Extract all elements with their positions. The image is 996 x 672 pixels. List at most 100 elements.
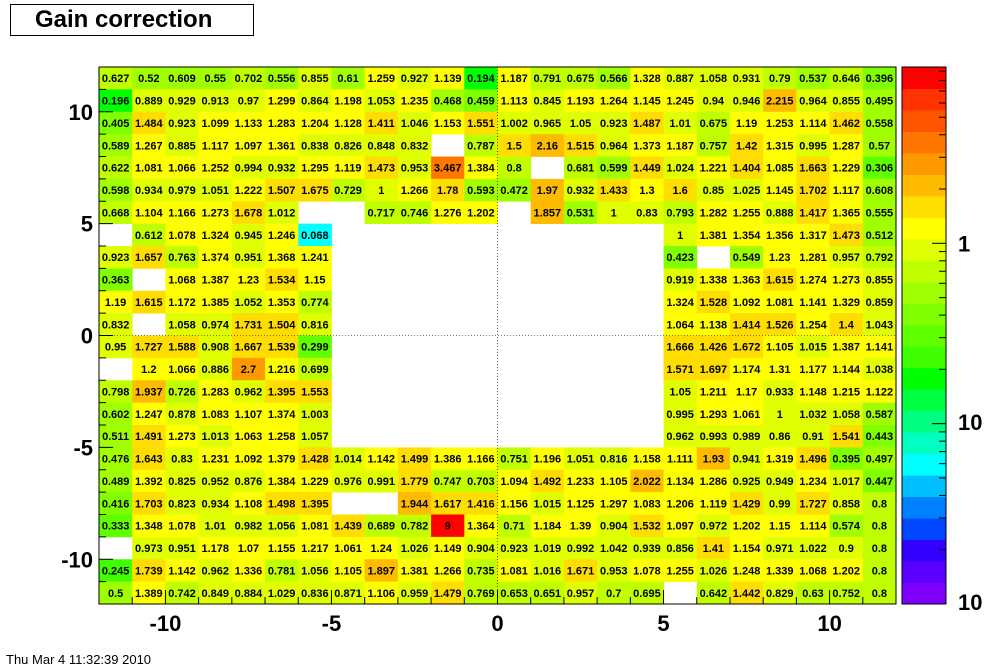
heatmap-cell bbox=[397, 89, 432, 113]
cell-value-label: 0.934 bbox=[201, 498, 229, 510]
cell-value-label: 0.443 bbox=[866, 431, 894, 443]
heatmap-cell bbox=[265, 111, 299, 135]
heatmap-cell bbox=[696, 89, 731, 113]
heatmap-cell bbox=[265, 380, 299, 404]
cell-value-label: 0.549 bbox=[733, 252, 761, 264]
heatmap-cell bbox=[132, 246, 166, 269]
cell-value-label: 1.046 bbox=[401, 118, 429, 130]
heatmap-cell bbox=[265, 67, 299, 90]
cell-value-label: 1 bbox=[677, 230, 683, 242]
heatmap-cell bbox=[464, 581, 498, 605]
heatmap-cell bbox=[862, 514, 897, 538]
heatmap-cell bbox=[729, 67, 764, 90]
cell-value-label: 1.166 bbox=[168, 207, 196, 219]
heatmap-cell bbox=[99, 514, 133, 538]
heatmap-cell bbox=[397, 492, 432, 515]
cell-value-label: 1.374 bbox=[201, 252, 229, 264]
cell-value-label: 0.825 bbox=[168, 476, 196, 488]
cell-value-label: 0.497 bbox=[866, 454, 894, 466]
heatmap-cell bbox=[198, 425, 233, 448]
heatmap-cell bbox=[763, 357, 797, 381]
cell-value-label: 0.774 bbox=[301, 297, 329, 309]
heatmap-cell bbox=[796, 357, 830, 381]
heatmap-cell bbox=[231, 447, 266, 471]
heatmap-cell bbox=[265, 357, 299, 381]
cell-value-label: 0.927 bbox=[401, 73, 429, 85]
heatmap-cell bbox=[597, 89, 631, 113]
cell-value-label: 0.729 bbox=[334, 185, 362, 197]
heatmap-cell bbox=[862, 89, 897, 113]
cell-value-label: 0.949 bbox=[766, 476, 794, 488]
heatmap-cell bbox=[763, 246, 797, 269]
cell-value-label: 0.979 bbox=[168, 185, 196, 197]
heatmap-cell bbox=[165, 201, 200, 225]
cell-value-label: 0.726 bbox=[168, 386, 196, 398]
heatmap-cell bbox=[563, 111, 598, 135]
heatmap-cell bbox=[563, 581, 598, 605]
heatmap-cell bbox=[198, 380, 233, 404]
heatmap-cell bbox=[729, 469, 764, 493]
heatmap-cell bbox=[397, 178, 432, 202]
heatmap-cell bbox=[796, 313, 830, 336]
heatmap-cell bbox=[198, 357, 233, 381]
cell-value-label: 3.467 bbox=[434, 163, 462, 175]
cell-value-label: 0.99 bbox=[769, 498, 790, 510]
cell-value-label: 0.832 bbox=[102, 319, 130, 331]
cell-value-label: 0.512 bbox=[866, 230, 894, 242]
cell-value-label: 1.417 bbox=[799, 207, 827, 219]
heatmap-cell bbox=[364, 201, 399, 225]
heatmap-cell bbox=[563, 89, 598, 113]
cell-value-label: 0.52 bbox=[138, 73, 159, 85]
cell-value-label: 1.571 bbox=[666, 364, 694, 376]
heatmap-cell bbox=[796, 290, 830, 314]
cell-value-label: 1.473 bbox=[368, 163, 396, 175]
heatmap-cell bbox=[231, 469, 266, 493]
heatmap-cell bbox=[397, 536, 432, 560]
heatmap-cell bbox=[99, 67, 133, 90]
cell-value-label: 2.16 bbox=[537, 140, 558, 152]
cell-value-label: 1.134 bbox=[666, 476, 694, 488]
heatmap-cell bbox=[364, 178, 399, 202]
cell-value-label: 0.952 bbox=[201, 476, 229, 488]
cell-value-label: 1.897 bbox=[368, 565, 396, 577]
cell-value-label: 1.142 bbox=[368, 454, 396, 466]
cell-value-label: 1.368 bbox=[268, 252, 296, 264]
cell-value-label: 1.202 bbox=[467, 207, 495, 219]
heatmap-cell bbox=[198, 447, 233, 471]
cell-value-label: 0.923 bbox=[600, 118, 628, 130]
cell-value-label: 0.962 bbox=[201, 565, 229, 577]
colorbar-segment bbox=[902, 195, 946, 218]
cell-value-label: 0.976 bbox=[334, 476, 362, 488]
cell-value-label: 1.092 bbox=[733, 297, 761, 309]
heatmap-cell bbox=[431, 581, 465, 605]
heatmap-cell bbox=[497, 134, 532, 157]
cell-value-label: 1.117 bbox=[202, 140, 229, 152]
cell-value-label: 1.492 bbox=[534, 476, 562, 488]
colorbar-label: 10 bbox=[958, 590, 982, 615]
cell-value-label: 1.526 bbox=[766, 319, 794, 331]
cell-value-label: 1.491 bbox=[135, 431, 163, 443]
cell-value-label: 0.7 bbox=[606, 588, 621, 600]
cell-value-label: 1.141 bbox=[866, 342, 894, 354]
heatmap-cell bbox=[829, 156, 864, 180]
cell-value-label: 0.864 bbox=[301, 96, 329, 108]
colorbar-frame bbox=[901, 66, 947, 605]
cell-value-label: 1.416 bbox=[467, 498, 495, 510]
heatmap-cell bbox=[763, 290, 797, 314]
cell-value-label: 1.426 bbox=[700, 342, 728, 354]
cell-value-label: 0.405 bbox=[102, 118, 130, 130]
heatmap-cell bbox=[862, 134, 897, 157]
heatmap-cell bbox=[763, 581, 797, 605]
cell-value-label: 1.504 bbox=[268, 319, 296, 331]
cell-value-label: 0.622 bbox=[102, 163, 130, 175]
heatmap-cell bbox=[497, 559, 532, 583]
cell-value-label: 0.747 bbox=[434, 476, 462, 488]
cell-value-label: 1.386 bbox=[434, 454, 462, 466]
heatmap-cell bbox=[663, 469, 698, 493]
heatmap-cell bbox=[663, 223, 698, 247]
colorbar-segment bbox=[902, 67, 946, 89]
cell-value-label: 0.63 bbox=[802, 588, 823, 600]
heatmap-cell bbox=[829, 201, 864, 225]
heatmap-cell bbox=[132, 536, 166, 560]
heatmap-cell bbox=[364, 111, 399, 135]
